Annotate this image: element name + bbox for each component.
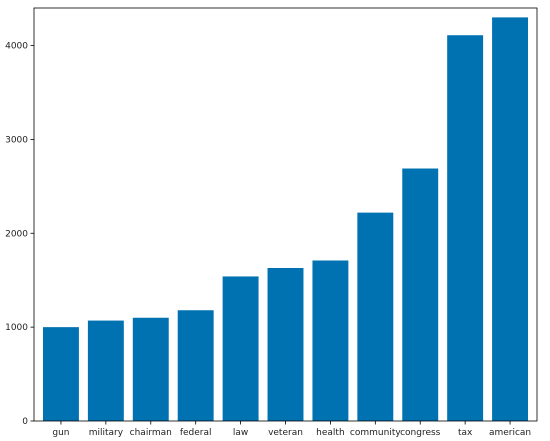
bar-federal	[177, 310, 214, 421]
x-tick-label: gun	[52, 428, 69, 438]
y-tick-label: 3000	[5, 135, 28, 145]
y-axis: 0 1000 2000 3000 4000	[5, 42, 34, 427]
x-tick-label: veteran	[268, 428, 303, 438]
x-tick-label: american	[489, 428, 531, 438]
x-tick-label: health	[316, 428, 345, 438]
x-tick-label: law	[233, 428, 248, 438]
bar-community	[357, 212, 394, 421]
x-tick-label: military	[89, 428, 124, 438]
bar-health	[312, 260, 349, 421]
y-tick-label: 4000	[5, 42, 28, 52]
bar-chairman	[132, 317, 169, 421]
bar-military	[87, 320, 124, 421]
bar-congress	[402, 168, 439, 421]
plot-frame	[33, 7, 538, 422]
bar-american	[492, 17, 529, 421]
x-axis: gun military chairman federal law veteran heal…	[52, 421, 531, 438]
x-tick-label: tax	[458, 428, 473, 438]
bar-law	[222, 276, 259, 421]
x-tick-label: congress	[400, 428, 441, 438]
bar-gun	[42, 327, 79, 421]
x-tick-label: community	[350, 428, 401, 438]
x-tick-label: chairman	[130, 428, 172, 438]
bar-veteran	[267, 268, 304, 421]
bars-group	[42, 17, 529, 421]
y-tick-label: 2000	[5, 229, 28, 239]
y-tick-label: 0	[22, 417, 28, 427]
x-tick-label: federal	[180, 428, 212, 438]
y-tick-label: 1000	[5, 323, 28, 333]
bar-tax	[447, 35, 484, 421]
